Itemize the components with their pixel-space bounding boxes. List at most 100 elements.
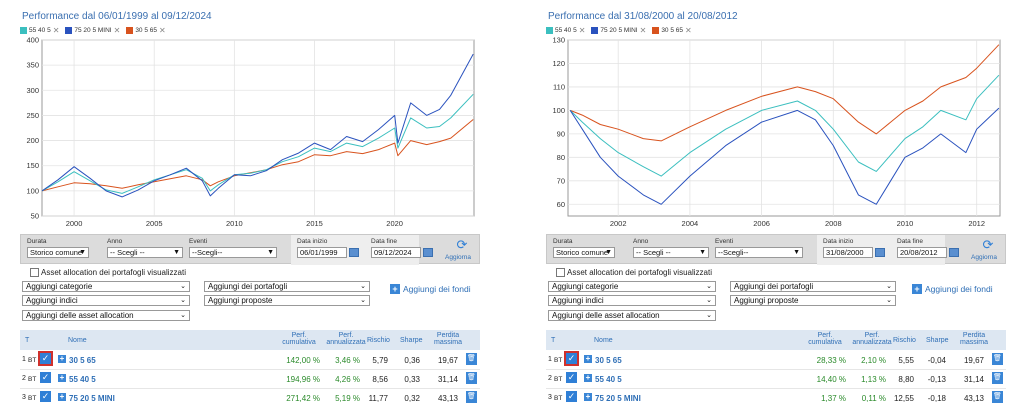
remove-icon[interactable]: ✕ <box>52 25 60 35</box>
row-sharpe: -0,18 <box>927 394 946 403</box>
aggiungi-proposte-select[interactable]: Aggiungi proposte ⌄ <box>730 295 896 306</box>
durata-select[interactable]: Storico comune ▼ <box>27 247 89 258</box>
th-perdita[interactable]: Perdita massima <box>433 332 462 346</box>
checkbox[interactable] <box>30 268 39 277</box>
y-tick-label: 400 <box>26 36 39 45</box>
legend-item-55-40-5[interactable]: 55 40 5 ✕ <box>546 24 585 36</box>
row-name[interactable]: 75 20 5 MINI <box>69 394 115 403</box>
row-name[interactable]: 55 40 5 <box>69 375 96 384</box>
aggiungi-portafogli-select[interactable]: Aggiungi dei portafogli ⌄ <box>730 281 896 292</box>
aggiorna-label[interactable]: Aggiorna <box>971 254 998 261</box>
refresh-icon[interactable]: ⟳ <box>456 237 468 252</box>
data-inizio-input[interactable]: 06/01/1999 <box>297 247 347 258</box>
aggiungi-indici-select[interactable]: Aggiungi indici ⌄ <box>22 295 190 306</box>
durata-select[interactable]: Storico comune ▼ <box>553 247 615 258</box>
expand-icon[interactable]: + <box>58 354 66 363</box>
chevron-down-icon: ▼ <box>79 249 86 256</box>
th-perf-ann[interactable]: Perf. annualizzata <box>326 332 366 346</box>
legend-item-55-40-5[interactable]: 55 40 5 ✕ <box>20 24 59 36</box>
th-nome[interactable]: Nome <box>594 337 613 344</box>
calendar-icon[interactable] <box>349 248 359 257</box>
add-funds-button[interactable]: + Aggiungi dei fondi <box>912 284 993 294</box>
refresh-icon[interactable]: ⟳ <box>982 237 994 252</box>
th-nome[interactable]: Nome <box>68 337 87 344</box>
remove-icon[interactable]: ✕ <box>159 25 166 35</box>
row-checkbox[interactable]: ✓ <box>38 351 53 366</box>
anno-select[interactable]: -- Scegli -- ▼ <box>633 247 709 258</box>
checkbox[interactable] <box>556 268 565 277</box>
th-sharpe[interactable]: Sharpe <box>926 337 949 344</box>
row-perf-ann: 2,10 % <box>861 356 886 365</box>
remove-icon[interactable]: ✕ <box>639 25 647 35</box>
anno-select[interactable]: -- Scegli -- ▼ <box>107 247 183 258</box>
expand-icon[interactable]: + <box>584 392 592 401</box>
y-tick-label: 80 <box>557 153 565 162</box>
legend-item-75-20-5-mini[interactable]: 75 20 5 MINI ✕ <box>591 24 646 36</box>
table-row: 1 BT ✓ + 30 5 65 142,00 % 3,46 % 5,79 0,… <box>20 351 480 368</box>
calendar-icon[interactable] <box>423 248 433 257</box>
eventi-select[interactable]: --Scegli-- ▼ <box>189 247 277 258</box>
data-fine-input[interactable]: 09/12/2024 <box>371 247 421 258</box>
row-name[interactable]: 55 40 5 <box>595 375 622 384</box>
aggiorna-label[interactable]: Aggiorna <box>445 254 472 261</box>
row-perf-cum: 194,96 % <box>286 375 320 384</box>
dropdown-label: Aggiungi delle asset allocation <box>26 311 134 320</box>
x-tick-label: 2015 <box>306 219 323 228</box>
row-type: BT <box>28 395 37 402</box>
th-rischio[interactable]: Rischio <box>893 337 916 344</box>
remove-icon[interactable]: ✕ <box>113 25 121 35</box>
aggiungi-indici-select[interactable]: Aggiungi indici ⌄ <box>548 295 716 306</box>
y-tick-label: 100 <box>552 106 565 115</box>
row-name[interactable]: 75 20 5 MINI <box>595 394 641 403</box>
row-type: BT <box>28 357 37 364</box>
expand-icon[interactable]: + <box>58 373 66 382</box>
add-funds-button[interactable]: + Aggiungi dei fondi <box>390 284 471 294</box>
th-perf-cum[interactable]: Perf. cumulativa <box>282 332 316 346</box>
aggiungi-categorie-select[interactable]: Aggiungi categorie ⌄ <box>22 281 190 292</box>
delete-icon[interactable]: 🗑 <box>466 372 477 384</box>
aggiungi-proposte-select[interactable]: Aggiungi proposte ⌄ <box>204 295 370 306</box>
legend-item-30-5-65[interactable]: 30 5 65 ✕ <box>652 24 692 36</box>
delete-icon[interactable]: 🗑 <box>992 372 1003 384</box>
eventi-select[interactable]: --Scegli-- ▼ <box>715 247 803 258</box>
th-perf-ann[interactable]: Perf. annualizzata <box>852 332 892 346</box>
data-fine-input[interactable]: 20/08/2012 <box>897 247 947 258</box>
row-checkbox[interactable]: ✓ <box>40 391 51 402</box>
calendar-icon[interactable] <box>949 248 959 257</box>
asset-allocation-toggle[interactable]: Asset allocation dei portafogli visualiz… <box>556 268 712 277</box>
expand-icon[interactable]: + <box>584 373 592 382</box>
aggiungi-categorie-select[interactable]: Aggiungi categorie ⌄ <box>548 281 716 292</box>
row-rank: 3 <box>22 394 26 401</box>
row-checkbox[interactable]: ✓ <box>40 372 51 383</box>
aggiungi-portafogli-select[interactable]: Aggiungi dei portafogli ⌄ <box>204 281 370 292</box>
delete-icon[interactable]: 🗑 <box>466 353 477 365</box>
delete-icon[interactable]: 🗑 <box>992 353 1003 365</box>
row-name[interactable]: 30 5 65 <box>69 356 96 365</box>
th-t[interactable]: T <box>25 337 30 344</box>
th-t[interactable]: T <box>551 337 556 344</box>
asset-allocation-toggle[interactable]: Asset allocation dei portafogli visualiz… <box>30 268 186 277</box>
th-rischio[interactable]: Rischio <box>367 337 390 344</box>
th-sharpe[interactable]: Sharpe <box>400 337 423 344</box>
calendar-icon[interactable] <box>875 248 885 257</box>
expand-icon[interactable]: + <box>584 354 592 363</box>
aggiungi-asset-allocation-select[interactable]: Aggiungi delle asset allocation ⌄ <box>548 310 716 321</box>
dropdown-label: Aggiungi categorie <box>552 282 619 291</box>
row-checkbox[interactable]: ✓ <box>566 372 577 383</box>
th-perf-cum[interactable]: Perf. cumulativa <box>808 332 842 346</box>
remove-icon[interactable]: ✕ <box>685 25 692 35</box>
row-checkbox[interactable]: ✓ <box>564 351 579 366</box>
legend-item-30-5-65[interactable]: 30 5 65 ✕ <box>126 24 166 36</box>
delete-icon[interactable]: 🗑 <box>466 391 477 403</box>
x-tick-label: 2006 <box>753 219 770 228</box>
delete-icon[interactable]: 🗑 <box>992 391 1003 403</box>
row-checkbox[interactable]: ✓ <box>566 391 577 402</box>
remove-icon[interactable]: ✕ <box>578 25 586 35</box>
data-fine-label: Data fine <box>897 238 924 245</box>
data-inizio-input[interactable]: 31/08/2000 <box>823 247 873 258</box>
legend-item-75-20-5-mini[interactable]: 75 20 5 MINI ✕ <box>65 24 120 36</box>
expand-icon[interactable]: + <box>58 392 66 401</box>
aggiungi-asset-allocation-select[interactable]: Aggiungi delle asset allocation ⌄ <box>22 310 190 321</box>
row-name[interactable]: 30 5 65 <box>595 356 622 365</box>
th-perdita[interactable]: Perdita massima <box>959 332 988 346</box>
